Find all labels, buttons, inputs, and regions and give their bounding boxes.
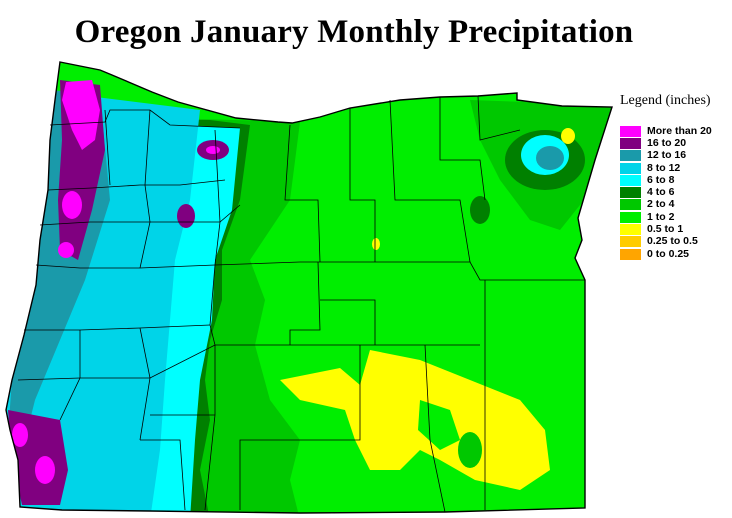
legend-item: 4 to 6 xyxy=(620,186,732,199)
state-outline xyxy=(5,61,613,514)
legend-item: More than 20 xyxy=(620,125,732,137)
legend-item: 8 to 12 xyxy=(620,162,732,174)
legend-item: 12 to 16 xyxy=(620,150,732,162)
legend-swatch xyxy=(620,199,641,211)
legend-swatch xyxy=(620,150,641,162)
legend-swatch xyxy=(620,162,641,174)
legend-item: 16 to 20 xyxy=(620,137,732,149)
legend-label: 16 to 20 xyxy=(647,136,687,149)
precipitation-zones xyxy=(6,62,612,513)
legend-label: 1 to 2 xyxy=(647,210,675,223)
legend-label: 8 to 12 xyxy=(647,161,681,174)
zone-0.5-to-1-north xyxy=(561,128,575,144)
legend-item: 0.5 to 1 xyxy=(620,223,732,236)
legend-label: 6 to 8 xyxy=(647,173,675,186)
map-title: Oregon January Monthly Precipitation xyxy=(74,14,634,50)
legend-item: 0.25 to 0.5 xyxy=(620,236,732,248)
legend-swatch xyxy=(620,187,641,199)
legend-swatch xyxy=(620,224,641,236)
zone-over-20-mt-hood xyxy=(206,146,220,154)
legend-swatch xyxy=(620,125,641,137)
legend-label: 12 to 16 xyxy=(647,149,687,162)
legend-swatch xyxy=(620,137,641,149)
zone-over-20-sw1 xyxy=(12,423,28,447)
legend-title: Legend (inches) xyxy=(620,93,711,108)
legend-item: 6 to 8 xyxy=(620,174,732,186)
legend-label: More than 20 xyxy=(647,124,712,137)
legend-swatch xyxy=(620,248,641,260)
legend-item: 0 to 0.25 xyxy=(620,248,732,260)
legend-label: 0.5 to 1 xyxy=(647,223,684,236)
legend-item: 2 to 4 xyxy=(620,199,732,211)
zone-16-to-20-cascade xyxy=(177,204,195,228)
legend: Legend (inches) More than 20 16 to 20 12… xyxy=(620,93,732,260)
legend-label: 0 to 0.25 xyxy=(647,247,690,260)
zone-over-20-sw2 xyxy=(35,456,55,484)
zone-4-to-6-steens xyxy=(458,432,482,468)
county-boundaries xyxy=(17,95,585,513)
legend-item: 1 to 2 xyxy=(620,211,732,223)
legend-swatch xyxy=(620,211,641,223)
zone-0.5-to-1-centralsouth xyxy=(280,350,550,490)
legend-swatch xyxy=(620,236,641,248)
zone-4-to-6-wallowa xyxy=(470,196,490,224)
legend-swatch xyxy=(620,174,641,186)
zone-over-20-coast-south xyxy=(58,242,74,258)
legend-label: 4 to 6 xyxy=(647,186,675,199)
zone-0.5-to-1-mid xyxy=(372,238,380,250)
zone-12-to-16-blue-mtns xyxy=(536,146,564,170)
zone-over-20-northcoast xyxy=(62,80,100,150)
legend-label: 2 to 4 xyxy=(647,198,675,211)
zone-over-20-coast-mid xyxy=(62,191,82,219)
legend-label: 0.25 to 0.5 xyxy=(647,235,698,248)
legend-items: More than 20 16 to 20 12 to 16 8 to 12 6… xyxy=(620,125,732,260)
